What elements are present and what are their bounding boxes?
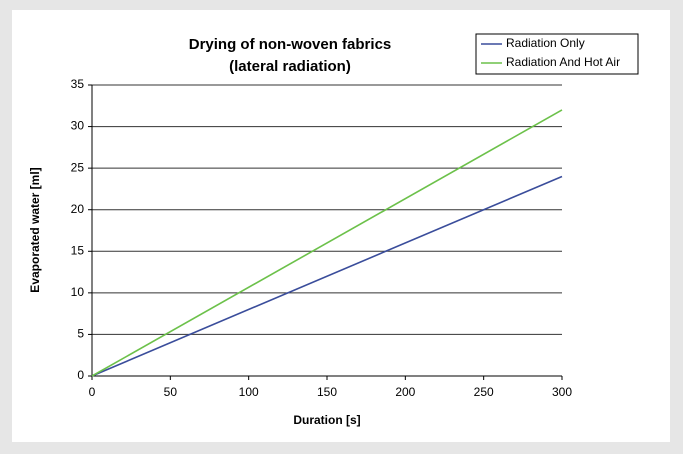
legend-label: Radiation Only [506, 36, 585, 50]
series-line [91, 109, 563, 377]
x-tick-label: 150 [317, 385, 337, 399]
y-tick-label: 5 [77, 327, 84, 341]
series-line [91, 175, 563, 377]
legend-box [475, 33, 639, 75]
y-tick-label: 15 [71, 243, 85, 257]
x-axis-title: Duration [s] [293, 413, 360, 427]
chart-panel [12, 10, 670, 442]
y-tick-label: 30 [71, 119, 85, 133]
x-tick-label: 200 [395, 385, 415, 399]
y-axis-title: Evaporated water [ml] [28, 167, 42, 292]
y-tick-label: 20 [71, 202, 85, 216]
x-tick-label: 0 [89, 385, 96, 399]
x-tick-label: 100 [239, 385, 259, 399]
x-tick-label: 250 [474, 385, 494, 399]
y-tick-label: 35 [71, 77, 85, 91]
chart-subtitle: (lateral radiation) [229, 58, 351, 75]
y-tick-label: 10 [71, 285, 85, 299]
y-tick-label: 25 [71, 160, 85, 174]
y-tick-label: 0 [77, 368, 84, 382]
chart-title: Drying of non-woven fabrics [189, 36, 392, 53]
legend-label: Radiation And Hot Air [506, 55, 620, 69]
x-tick-label: 300 [552, 385, 572, 399]
x-tick-label: 50 [164, 385, 178, 399]
